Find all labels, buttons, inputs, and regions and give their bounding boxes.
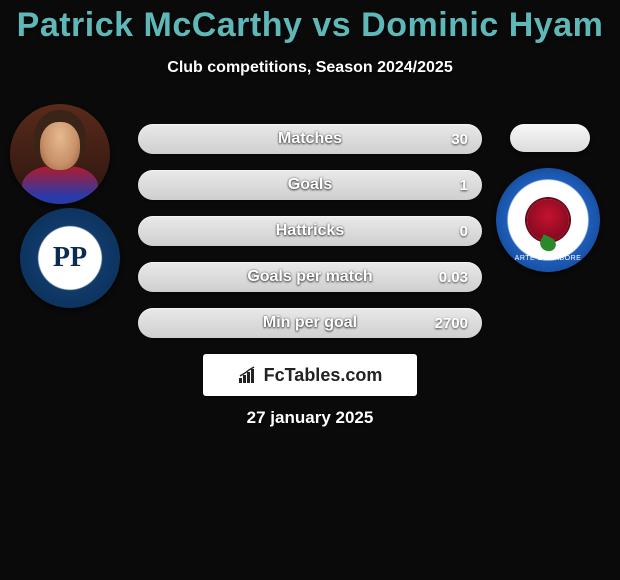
stat-right-value: 1: [460, 177, 468, 194]
stat-row-min-per-goal: Min per goal 2700: [138, 308, 482, 338]
stat-row-matches: Matches 30: [138, 124, 482, 154]
title-player1: Patrick McCarthy: [17, 6, 303, 44]
rose-icon: [527, 199, 569, 241]
club-badge-left-monogram: PP: [53, 242, 87, 274]
bars-icon: [238, 366, 260, 384]
stat-row-goals: Goals 1: [138, 170, 482, 200]
club-badge-right: ARTE ET LABORE: [496, 168, 600, 272]
stat-label: Goals per match: [247, 268, 372, 286]
stat-right-value: 2700: [435, 315, 468, 332]
stat-right-value: 0: [460, 223, 468, 240]
subtitle: Club competitions, Season 2024/2025: [0, 59, 620, 77]
stats-area: Matches 30 Goals 1 Hattricks 0 Goals per…: [138, 124, 482, 354]
brand-bar[interactable]: FcTables.com: [203, 354, 417, 396]
stat-right-value: 30: [451, 131, 468, 148]
title-player2: Dominic Hyam: [361, 6, 603, 44]
stat-label: Goals: [288, 176, 332, 194]
stat-row-goals-per-match: Goals per match 0.03: [138, 262, 482, 292]
stat-label: Matches: [278, 130, 342, 148]
title-vs: vs: [312, 6, 351, 44]
stat-label: Min per goal: [263, 314, 357, 332]
footer-date: 27 january 2025: [0, 408, 620, 428]
stat-row-hattricks: Hattricks 0: [138, 216, 482, 246]
page-title: Patrick McCarthy vs Dominic Hyam: [0, 0, 620, 45]
brand-text: FcTables.com: [264, 365, 383, 386]
stat-right-value: 0.03: [439, 269, 468, 286]
stat-label: Hattricks: [276, 222, 344, 240]
player-photo-right-placeholder: [510, 124, 590, 152]
club-badge-left: PP: [20, 208, 120, 308]
brand-link[interactable]: FcTables.com: [238, 365, 383, 386]
club-badge-right-motto: ARTE ET LABORE: [496, 255, 600, 262]
player-photo-left: [10, 104, 110, 204]
